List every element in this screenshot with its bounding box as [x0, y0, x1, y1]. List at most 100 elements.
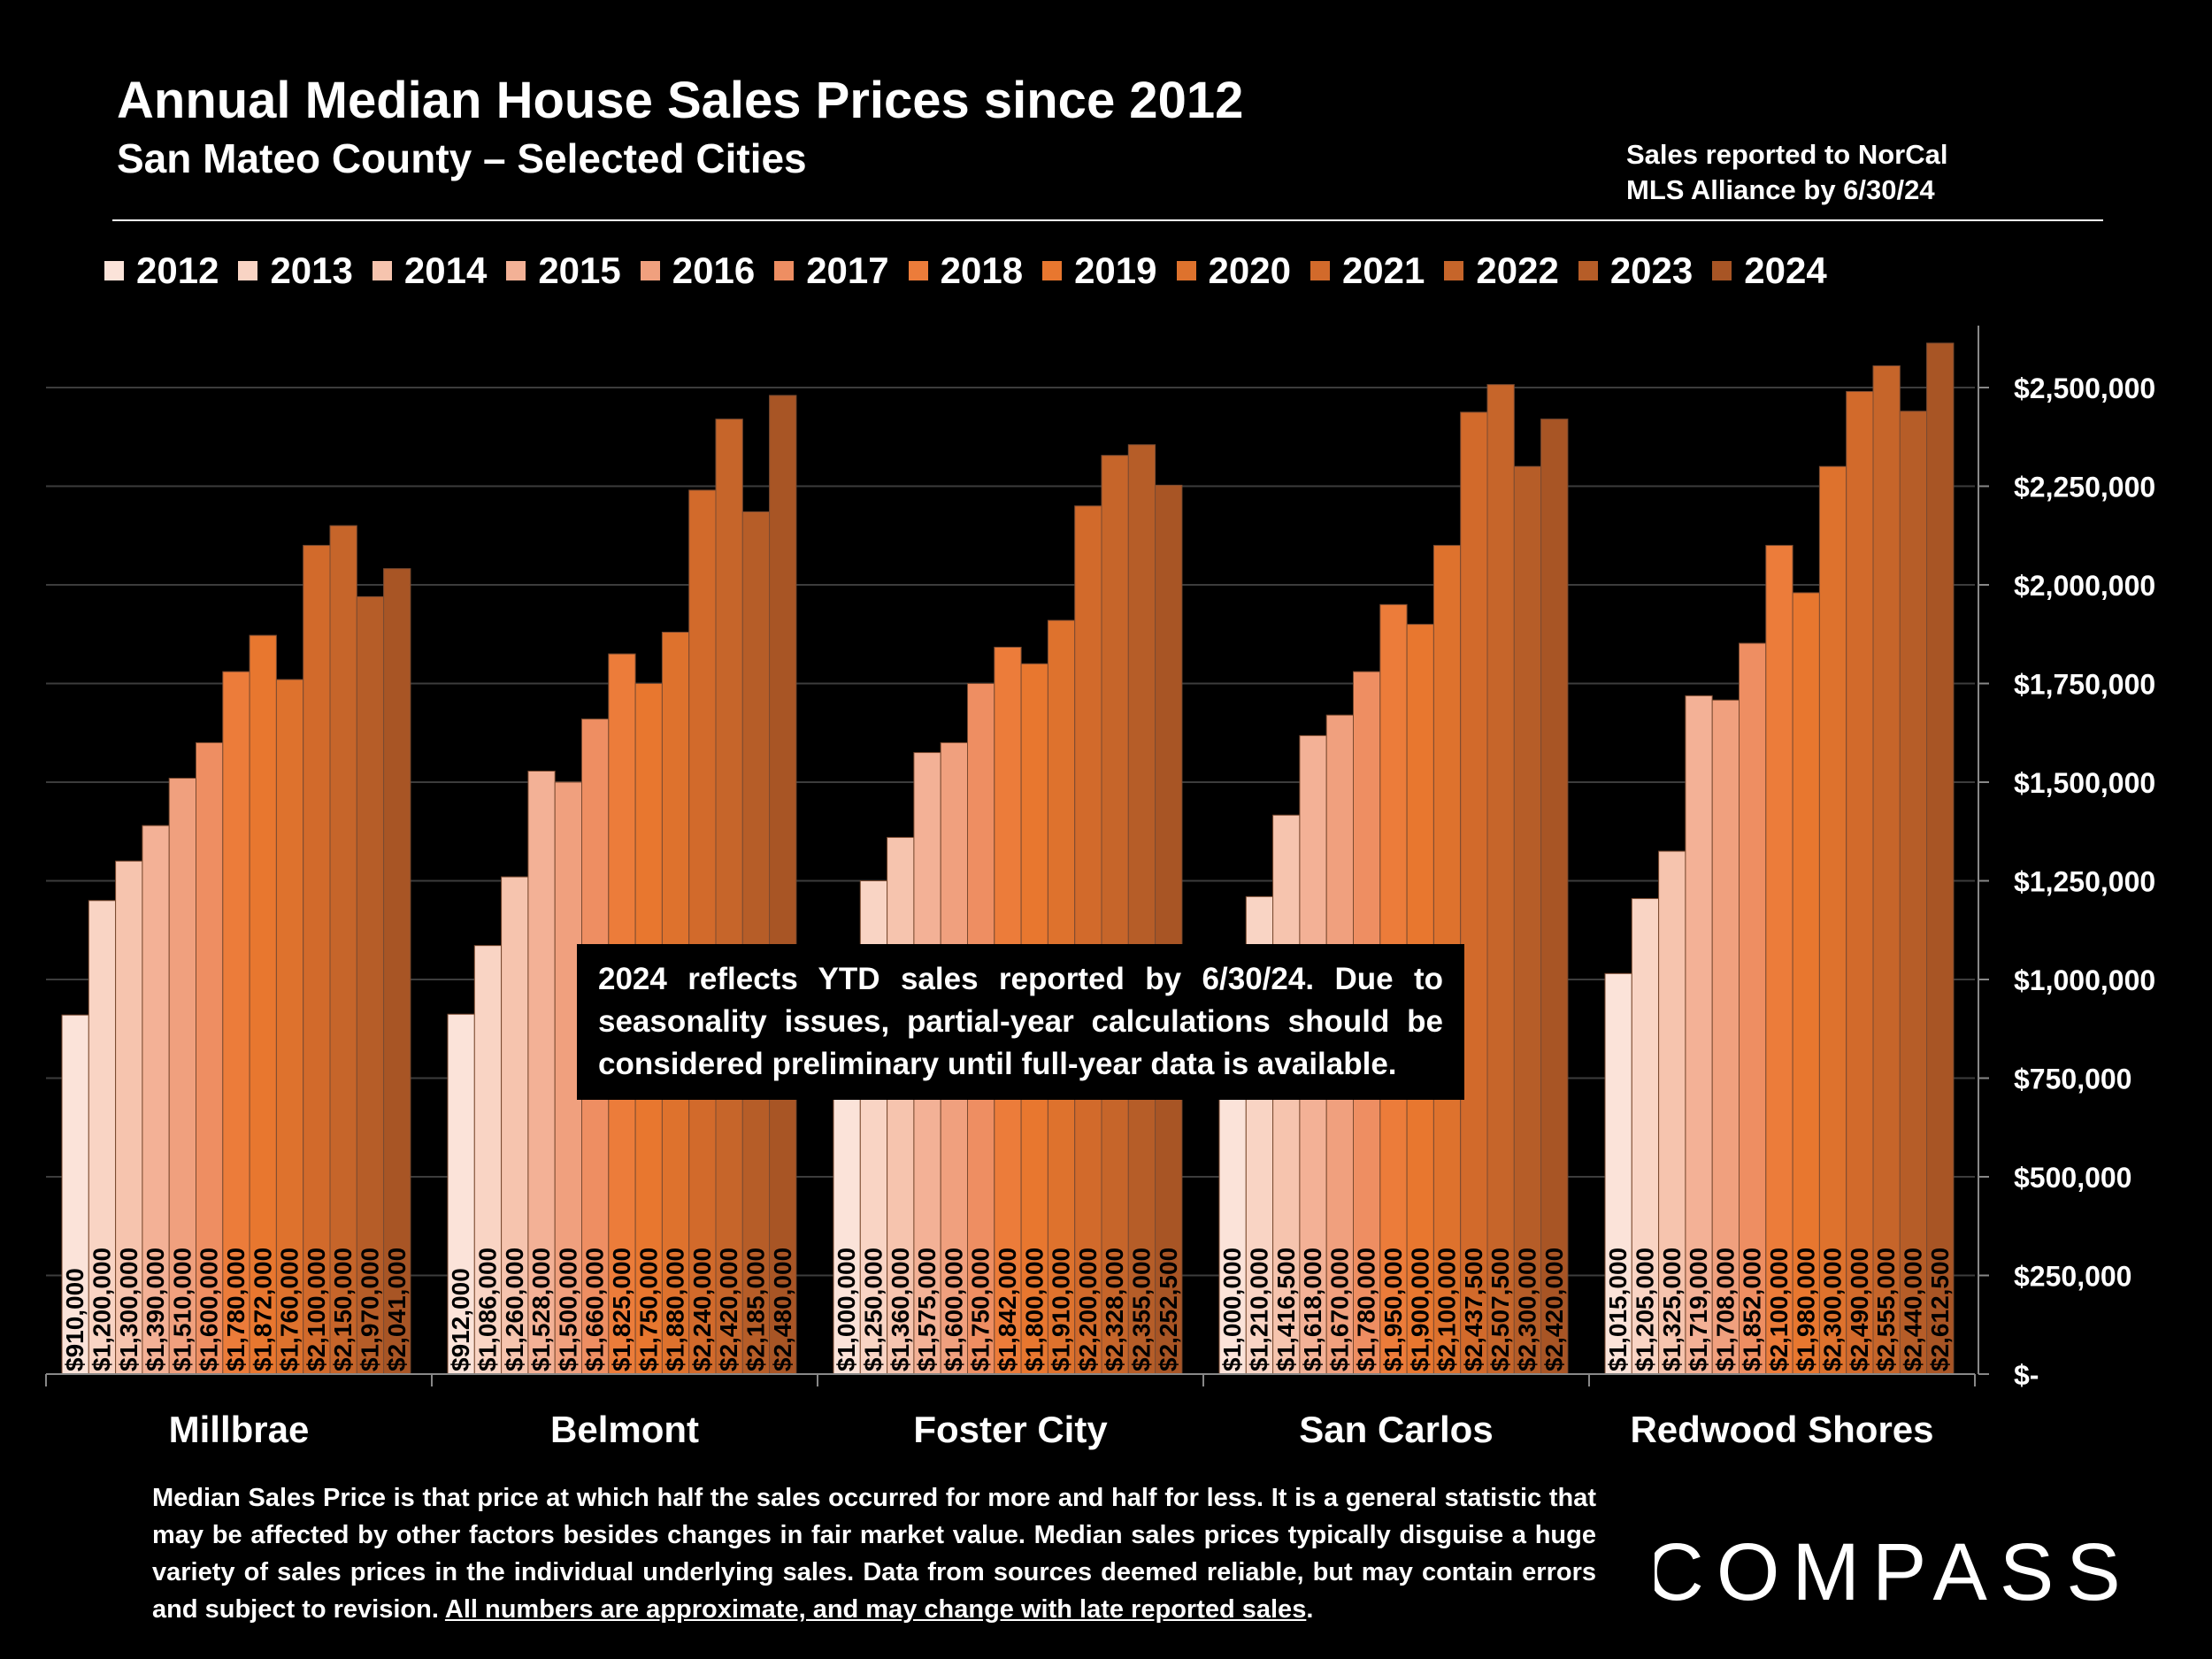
bar-2013-belmont	[473, 945, 503, 1375]
data-label: $1,800,000	[1020, 1248, 1048, 1371]
data-label: $2,490,000	[1846, 1248, 1873, 1371]
y-tick-label: $2,000,000	[2014, 570, 2155, 602]
bar-2021-belmont	[688, 489, 717, 1375]
bar-2023-foster-city	[1127, 444, 1156, 1375]
data-label: $2,420,000	[1540, 1248, 1568, 1371]
legend-item-2012: 2012	[104, 250, 219, 292]
data-label: $2,555,000	[1872, 1248, 1900, 1371]
data-label: $1,760,000	[276, 1248, 303, 1371]
legend-label: 2019	[1074, 250, 1157, 291]
y-tick-label: $1,750,000	[2014, 669, 2155, 701]
y-tick-label: $1,000,000	[2014, 964, 2155, 996]
data-label: $1,600,000	[196, 1248, 223, 1371]
legend-label: 2017	[806, 250, 889, 291]
legend-swatch	[640, 261, 660, 280]
legend-item-2014: 2014	[372, 250, 488, 292]
data-label: $1,750,000	[634, 1248, 662, 1371]
data-label: $1,842,000	[994, 1248, 1021, 1371]
legend-item-2016: 2016	[640, 250, 756, 292]
legend-swatch	[1712, 261, 1732, 280]
y-tick-label: $1,500,000	[2014, 767, 2155, 799]
bar-2023-belmont	[741, 511, 771, 1375]
legend-label: 2018	[940, 250, 1024, 291]
bar-2022-belmont	[715, 419, 743, 1375]
bar-2014-belmont	[501, 876, 529, 1375]
data-label: $2,612,500	[1926, 1248, 1954, 1371]
legend-item-2024: 2024	[1712, 250, 1827, 292]
legend-item-2022: 2022	[1444, 250, 1559, 292]
x-tick-label: Millbrae	[169, 1409, 310, 1450]
bar-2023-redwood-shores	[1899, 411, 1928, 1375]
bar-2023-san-carlos	[1513, 465, 1542, 1375]
legend-swatch	[506, 261, 526, 280]
chart-subtitle: San Mateo County – Selected Cities	[117, 135, 807, 181]
data-label: $1,000,000	[833, 1248, 860, 1371]
bar-2021-foster-city	[1074, 505, 1102, 1375]
data-label: $1,000,000	[1218, 1248, 1246, 1371]
y-tick-label: $250,000	[2014, 1261, 2131, 1293]
data-label: $2,437,500	[1460, 1248, 1487, 1371]
legend-swatch	[1444, 261, 1464, 280]
data-label: $1,980,000	[1792, 1248, 1819, 1371]
legend-item-2023: 2023	[1578, 250, 1693, 292]
bar-2022-redwood-shores	[1872, 365, 1901, 1375]
bar-2013-redwood-shores	[1631, 898, 1660, 1375]
legend-swatch	[1042, 261, 1063, 280]
legend-label: 2015	[538, 250, 621, 291]
bar-2013-millbrae	[88, 900, 117, 1375]
x-tick-label: Redwood Shores	[1630, 1409, 1933, 1450]
legend-swatch	[1310, 261, 1330, 280]
chart-title: Annual Median House Sales Prices since 2…	[117, 72, 1244, 129]
data-label: $2,300,000	[1513, 1248, 1540, 1371]
data-label: $2,150,000	[329, 1248, 357, 1371]
y-tick-label: $2,500,000	[2014, 373, 2155, 404]
bar-2021-millbrae	[303, 544, 331, 1375]
bar-2014-foster-city	[887, 836, 915, 1375]
data-label: $1,670,000	[1325, 1248, 1353, 1371]
bar-2021-redwood-shores	[1846, 390, 1874, 1375]
compass-logo: COMPASS	[1655, 1527, 2124, 1617]
data-label: $1,852,000	[1739, 1248, 1766, 1371]
legend-label: 2023	[1609, 250, 1694, 291]
bar-2023-millbrae	[356, 595, 385, 1375]
bar-2014-millbrae	[115, 860, 143, 1375]
bar-2017-redwood-shores	[1739, 642, 1767, 1375]
data-label: $1,708,000	[1711, 1248, 1739, 1371]
header-divider	[112, 219, 2103, 221]
footnote-end: .	[1306, 1595, 1314, 1624]
bar-2012-redwood-shores	[1604, 972, 1632, 1375]
legend-item-2020: 2020	[1176, 250, 1291, 292]
bar-2024-foster-city	[1155, 484, 1183, 1375]
y-tick-label: $750,000	[2014, 1064, 2131, 1095]
legend-label: 2012	[136, 250, 219, 291]
data-label: $1,660,000	[581, 1248, 609, 1371]
data-label: $1,872,000	[249, 1248, 276, 1371]
data-label: $1,780,000	[222, 1248, 250, 1371]
legend-label: 2013	[270, 250, 353, 291]
data-label: $912,000	[447, 1268, 474, 1371]
legend-item-2015: 2015	[506, 250, 621, 292]
legend-item-2017: 2017	[774, 250, 889, 292]
legend-item-2021: 2021	[1310, 250, 1425, 292]
legend: 2012 2013 2014 2015 2016 2017 2018 2019 2020 2021…	[104, 250, 1847, 292]
data-label: $2,300,000	[1819, 1248, 1847, 1371]
data-label: $1,210,000	[1245, 1248, 1272, 1371]
ytd-annotation: 2024 reflects YTD sales reported by 6/30…	[577, 944, 1464, 1100]
data-label: $2,252,500	[1155, 1248, 1182, 1371]
data-label: $1,500,000	[554, 1248, 581, 1371]
data-label: $1,086,000	[473, 1248, 501, 1371]
data-label: $1,390,000	[142, 1248, 169, 1371]
legend-label: 2014	[403, 250, 488, 291]
data-label: $1,880,000	[662, 1248, 689, 1371]
bar-2021-san-carlos	[1460, 411, 1488, 1375]
legend-label: 2016	[672, 250, 756, 291]
bar-2022-millbrae	[329, 525, 357, 1375]
footnote-text: Median Sales Price is that price at whic…	[152, 1484, 1596, 1624]
data-label: $2,420,000	[715, 1248, 742, 1371]
legend-label: 2022	[1476, 250, 1559, 291]
data-label: $2,507,500	[1486, 1248, 1514, 1371]
compass-logo-text: COMPASS	[1655, 1527, 2124, 1617]
data-label: $1,015,000	[1604, 1248, 1632, 1371]
data-label: $1,719,000	[1685, 1248, 1712, 1371]
bar-2022-foster-city	[1101, 455, 1129, 1375]
